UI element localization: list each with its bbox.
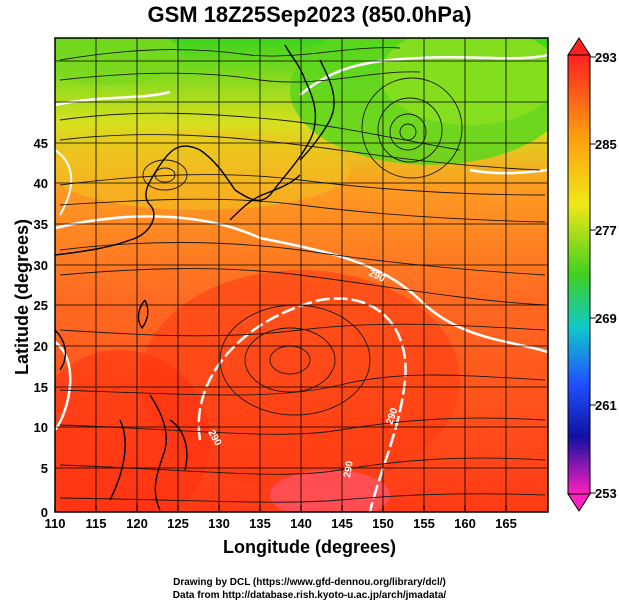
colorbar-tick: 253: [595, 486, 617, 501]
contour-label: 290: [342, 460, 356, 479]
x-axis-ticks: 110 115 120 125 130 135 140 145 150 155 …: [45, 516, 517, 531]
y-axis-ticks: 0 5 10 15 20 25 30 35 40 45 45: [34, 136, 48, 520]
y-tick-label: 15: [34, 380, 48, 395]
colorbar-tick: 277: [595, 223, 617, 238]
x-tick-label: 155: [413, 516, 435, 531]
grid: [55, 38, 548, 512]
x-tick-label: 160: [454, 516, 476, 531]
credit-data: Data from http://database.rish.kyoto-u.a…: [172, 590, 447, 601]
y-axis-label: Latitude (degrees): [12, 218, 32, 375]
y-tick-label: 45: [34, 136, 48, 151]
temperature-field: [55, 38, 548, 512]
colorbar-tick: 261: [595, 398, 617, 413]
y-tick-label: 5: [41, 461, 48, 476]
colorbar-tick: 269: [595, 311, 617, 326]
colorbar-tick: 293: [595, 50, 617, 65]
y-tick-label: 40: [34, 176, 48, 191]
x-tick-label: 125: [167, 516, 189, 531]
x-tick-label: 135: [249, 516, 271, 531]
y-tick-label: 25: [34, 298, 48, 313]
x-tick-label: 145: [331, 516, 353, 531]
x-tick-label: 140: [290, 516, 312, 531]
colorbar-tick: 285: [595, 137, 617, 152]
y-tick-label: 30: [34, 258, 48, 273]
x-tick-label: 150: [372, 516, 394, 531]
y-tick-label: 20: [34, 339, 48, 354]
x-axis-label: Longitude (degrees): [222, 537, 396, 557]
x-tick-label: 165: [495, 516, 517, 531]
y-tick-label: 0: [41, 505, 48, 520]
colorbar: 293 285 277 269 261 253: [567, 37, 617, 512]
coastlines: [55, 44, 335, 511]
map-title: GSM 18Z25Sep2023 (850.0hPa): [147, 2, 472, 27]
x-tick-label: 130: [208, 516, 230, 531]
x-tick-label: 120: [126, 516, 148, 531]
credit-drawing: Drawing by DCL (https://www.gfd-dennou.o…: [173, 577, 446, 588]
y-tick-label: 10: [34, 420, 48, 435]
x-tick-label: 115: [86, 516, 107, 531]
x-tick-label: 110: [45, 516, 66, 531]
y-tick-label: 35: [34, 217, 48, 232]
